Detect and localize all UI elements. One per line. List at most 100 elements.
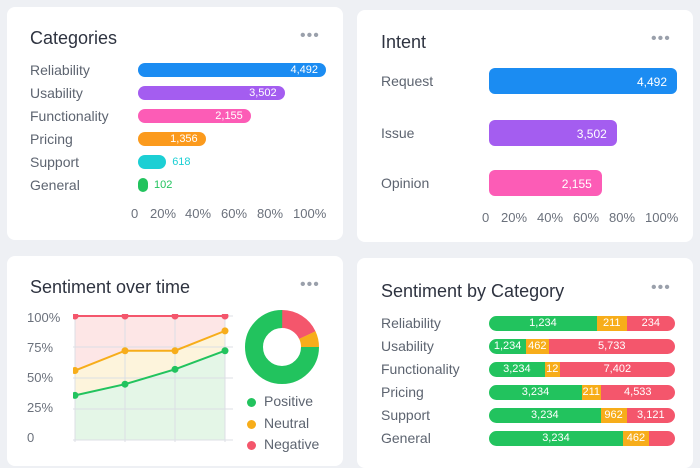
data-point-negative bbox=[121, 314, 129, 320]
stacked-segment-green[interactable]: 3,234 bbox=[489, 362, 545, 377]
category-label: General bbox=[30, 177, 80, 193]
legend-item-positive: Positive bbox=[247, 393, 313, 409]
legend-item-neutral: Neutral bbox=[247, 415, 309, 431]
legend-item-negative: Negative bbox=[247, 436, 319, 452]
data-point-positive bbox=[171, 365, 179, 373]
stacked-segment-yellow[interactable]: 462 bbox=[526, 339, 549, 354]
stacked-bar[interactable]: 1,234 462 5,733 bbox=[489, 339, 675, 354]
series-line-neutral bbox=[74, 329, 226, 372]
axis-tick-label: 40% bbox=[537, 210, 564, 225]
intent-bar-value: 3,502 bbox=[576, 127, 607, 141]
category-bar[interactable] bbox=[138, 63, 326, 77]
category-bar-value: 2,155 bbox=[215, 110, 243, 122]
stacked-segment-yellow[interactable]: 12 bbox=[544, 362, 560, 377]
intent-menu-icon[interactable]: ••• bbox=[651, 30, 671, 47]
stacked-segment-green[interactable]: 3,234 bbox=[489, 408, 601, 423]
data-point-neutral bbox=[121, 347, 129, 355]
stacked-segment-red[interactable]: 5,733 bbox=[548, 339, 675, 354]
stacked-bar[interactable]: 3,234 462 bbox=[489, 431, 675, 446]
y-axis-tick-label: 75% bbox=[27, 340, 54, 355]
stacked-segment-red[interactable]: 7,402 bbox=[559, 362, 675, 377]
category-bar[interactable] bbox=[138, 155, 167, 169]
axis-tick-label: 100% bbox=[293, 206, 327, 221]
category-bar[interactable] bbox=[138, 86, 285, 100]
stacked-segment-yellow[interactable]: 962 bbox=[600, 408, 627, 423]
stacked-bar[interactable]: 3,234 211 4,533 bbox=[489, 385, 675, 400]
series-line-positive bbox=[74, 349, 226, 397]
y-axis-tick-label: 100% bbox=[27, 310, 61, 325]
sentiment-category-label: Support bbox=[381, 407, 431, 423]
intent-label: Opinion bbox=[381, 175, 430, 191]
data-point-negative bbox=[221, 314, 229, 320]
intent-title: Intent bbox=[381, 32, 427, 52]
category-label: Reliability bbox=[30, 62, 90, 78]
data-point-positive bbox=[73, 391, 79, 399]
axis-tick-label: 100% bbox=[645, 210, 679, 225]
stacked-segment-green[interactable]: 3,234 bbox=[489, 431, 623, 446]
sentiment-by-category-card: Sentiment by Category ••• Reliability 1,2… bbox=[357, 258, 693, 468]
intent-bar[interactable] bbox=[489, 68, 677, 94]
sentiment-over-time-title: Sentiment over time bbox=[30, 277, 191, 297]
sentiment-category-label: Reliability bbox=[381, 315, 441, 331]
intent-bar-value: 4,492 bbox=[636, 75, 667, 89]
data-point-negative bbox=[171, 314, 179, 320]
stacked-bar[interactable]: 1,234 211 234 bbox=[489, 316, 675, 331]
intent-label: Issue bbox=[381, 125, 415, 141]
sentiment-category-label: Usability bbox=[381, 338, 434, 354]
sentiment-over-time-menu-icon[interactable]: ••• bbox=[300, 276, 320, 293]
stacked-segment-green[interactable]: 1,234 bbox=[489, 339, 527, 354]
category-bar-value: 102 bbox=[154, 179, 173, 191]
sentiment-category-label: Pricing bbox=[381, 384, 424, 400]
stacked-segment-yellow[interactable]: 211 bbox=[596, 316, 627, 331]
intent-bar[interactable] bbox=[489, 120, 617, 146]
intent-card: Intent ••• Request 4,492 Issue 3,502 Opinion… bbox=[357, 10, 693, 242]
axis-tick-label: 80% bbox=[257, 206, 284, 221]
negative-area bbox=[75, 316, 225, 371]
data-point-neutral bbox=[171, 347, 179, 355]
categories-title: Categories bbox=[30, 28, 118, 48]
category-bar[interactable] bbox=[138, 178, 148, 192]
stacked-segment-red[interactable]: 3,121 bbox=[626, 408, 675, 423]
sentiment-by-category-menu-icon[interactable]: ••• bbox=[651, 279, 671, 296]
donut-slice-neutral bbox=[245, 310, 319, 384]
legend-dot-icon bbox=[247, 397, 256, 407]
y-axis-tick-label: 25% bbox=[27, 400, 54, 415]
stacked-segment-yellow[interactable]: 211 bbox=[582, 385, 601, 400]
categories-menu-icon[interactable]: ••• bbox=[300, 27, 320, 44]
legend-label: Negative bbox=[264, 436, 320, 452]
data-point-neutral bbox=[73, 367, 79, 375]
legend-label: Positive bbox=[264, 393, 314, 409]
axis-tick-label: 20% bbox=[150, 206, 177, 221]
category-bar[interactable] bbox=[138, 109, 251, 123]
sentiment-category-label: General bbox=[381, 430, 431, 446]
axis-tick-label: 0 bbox=[482, 210, 490, 225]
stacked-segment-red[interactable] bbox=[648, 431, 675, 446]
intent-bar-value: 2,155 bbox=[561, 177, 592, 191]
stacked-segment-yellow[interactable]: 462 bbox=[622, 431, 649, 446]
axis-tick-label: 80% bbox=[609, 210, 636, 225]
category-label: Functionality bbox=[30, 108, 109, 124]
legend-dot-icon bbox=[247, 440, 256, 450]
sentiment-donut-chart bbox=[245, 310, 319, 384]
stacked-segment-red[interactable]: 234 bbox=[626, 316, 675, 331]
category-bar-value: 618 bbox=[172, 156, 191, 168]
y-axis-tick-label: 50% bbox=[27, 370, 54, 385]
legend-label: Neutral bbox=[264, 415, 310, 431]
intent-bar[interactable] bbox=[489, 170, 602, 196]
category-bar[interactable] bbox=[138, 132, 206, 146]
axis-tick-label: 60% bbox=[573, 210, 600, 225]
sentiment-category-label: Functionality bbox=[381, 361, 460, 377]
stacked-segment-green[interactable]: 1,234 bbox=[489, 316, 597, 331]
axis-tick-label: 20% bbox=[501, 210, 528, 225]
stacked-segment-red[interactable]: 4,533 bbox=[600, 385, 675, 400]
category-bar-value: 3,502 bbox=[249, 87, 277, 99]
axis-tick-label: 60% bbox=[221, 206, 248, 221]
sentiment-over-time-card: Sentiment over time ••• 100% 75% 50% 25% 0 P… bbox=[7, 256, 343, 466]
stacked-segment-green[interactable]: 3,234 bbox=[489, 385, 582, 400]
category-label: Usability bbox=[30, 85, 83, 101]
data-point-positive bbox=[221, 347, 229, 355]
stacked-bar[interactable]: 3,234 12 7,402 bbox=[489, 362, 675, 377]
axis-tick-label: 40% bbox=[185, 206, 212, 221]
stacked-bar[interactable]: 3,234 962 3,121 bbox=[489, 408, 675, 423]
data-point-negative bbox=[73, 314, 79, 320]
